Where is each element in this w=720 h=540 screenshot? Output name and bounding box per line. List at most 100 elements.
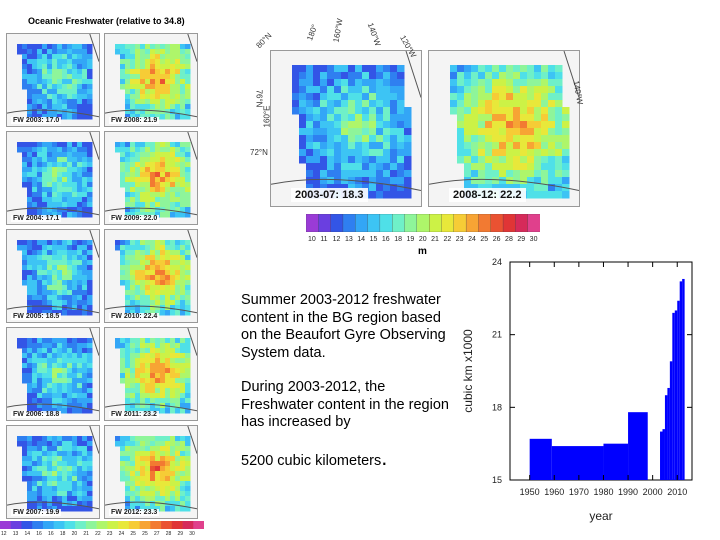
- heatmap-cell: [485, 177, 493, 185]
- heatmap-cell: [130, 466, 136, 472]
- heatmap-cell: [130, 491, 136, 497]
- heatmap-cell: [135, 94, 141, 100]
- heatmap-cell: [57, 285, 63, 291]
- heatmap-cell: [72, 280, 78, 286]
- heatmap-cell: [82, 373, 88, 379]
- heatmap-cell: [17, 343, 23, 349]
- heatmap-cell: [327, 142, 335, 150]
- heatmap-cell: [135, 104, 141, 110]
- heatmap-cell: [160, 182, 166, 188]
- heatmap-cell: [32, 358, 38, 364]
- heatmap-cell: [170, 212, 176, 218]
- heatmap-cell: [492, 128, 500, 136]
- heatmap-cell: [32, 94, 38, 100]
- heatmap-cell: [313, 184, 321, 192]
- heatmap-cell: [67, 202, 73, 208]
- heatmap-cell: [170, 109, 176, 115]
- heatmap-cell: [170, 446, 176, 452]
- heatmap-cell: [155, 89, 161, 95]
- heatmap-cell: [348, 142, 356, 150]
- heatmap-cell: [145, 64, 151, 70]
- heatmap-cell: [120, 368, 126, 374]
- heatmap-cell: [32, 353, 38, 359]
- heatmap-cell: [320, 121, 328, 129]
- heatmap-cell: [170, 142, 176, 148]
- lat-label-72n: 72°N: [250, 148, 268, 157]
- heatmap-cell: [334, 79, 342, 87]
- heatmap-cell: [42, 358, 48, 364]
- heatmap-cell: [42, 275, 48, 281]
- heatmap-cell: [82, 49, 88, 55]
- heatmap-cell: [77, 491, 83, 497]
- heatmap-cell: [334, 184, 342, 192]
- heatmap-cell: [57, 59, 63, 65]
- heatmap-cell: [492, 100, 500, 108]
- heatmap-cell: [87, 403, 93, 409]
- heatmap-cell: [120, 476, 126, 482]
- colorbar-tick-label: 22: [443, 236, 452, 243]
- heatmap-cell: [534, 86, 542, 94]
- heatmap-cell: [72, 436, 78, 442]
- heatmap-cell: [57, 481, 63, 487]
- heatmap-cell: [27, 157, 33, 163]
- heatmap-cell: [160, 260, 166, 266]
- heatmap-cell: [82, 270, 88, 276]
- heatmap-cell: [67, 300, 73, 306]
- heatmap-cell: [292, 72, 300, 80]
- heatmap-cell: [130, 403, 136, 409]
- heatmap-cell: [485, 114, 493, 122]
- heatmap-cell: [57, 290, 63, 296]
- heatmap-cell: [140, 270, 146, 276]
- heatmap-cell: [165, 408, 171, 414]
- heatmap-cell: [37, 197, 43, 203]
- heatmap-cell: [47, 182, 53, 188]
- heatmap-cell: [67, 456, 73, 462]
- heatmap-cell: [513, 86, 521, 94]
- heatmap-cell: [125, 476, 131, 482]
- heatmap-cell: [72, 162, 78, 168]
- heatmap-cell: [165, 152, 171, 158]
- heatmap-cell: [77, 290, 83, 296]
- heatmap-cell: [47, 79, 53, 85]
- heatmap-cell: [77, 378, 83, 384]
- heatmap-cell: [150, 378, 156, 384]
- heatmap-cell: [32, 446, 38, 452]
- heatmap-cell: [47, 192, 53, 198]
- small-colorbar-swatch: [64, 521, 76, 529]
- heatmap-cell: [130, 305, 136, 311]
- heatmap-cell: [320, 149, 328, 157]
- heatmap-cell: [150, 466, 156, 472]
- heatmap-cell: [77, 280, 83, 286]
- heatmap-cell: [62, 491, 68, 497]
- x-tick-label: 1990: [618, 487, 638, 497]
- small-map-label: FW 2004: 17.1: [11, 215, 62, 222]
- small-map-panel: FW 2010: 22.4: [104, 229, 198, 323]
- heatmap-cell: [32, 177, 38, 183]
- heatmap-cell: [180, 451, 186, 457]
- heatmap-cell: [185, 373, 191, 379]
- heatmap-cell: [175, 481, 181, 487]
- heatmap-cell: [130, 383, 136, 389]
- heatmap-cell: [541, 128, 549, 136]
- heatmap-cell: [327, 72, 335, 80]
- heatmap-cell: [32, 69, 38, 75]
- heatmap-cell: [150, 368, 156, 374]
- heatmap-cell: [150, 486, 156, 492]
- heatmap-cell: [327, 65, 335, 73]
- colorbar-tick-label: 13: [344, 236, 353, 243]
- heatmap-cell: [62, 114, 68, 120]
- heatmap-cell: [37, 373, 43, 379]
- heatmap-cell: [185, 84, 191, 90]
- heatmap-cell: [72, 260, 78, 266]
- heatmap-cell: [145, 383, 151, 389]
- heatmap-cell: [67, 343, 73, 349]
- heatmap-cell: [180, 142, 186, 148]
- heatmap-cell: [42, 212, 48, 218]
- heatmap-cell: [130, 358, 136, 364]
- heatmap-cell: [313, 107, 321, 115]
- heatmap-cell: [82, 486, 88, 492]
- heatmap-cell: [150, 172, 156, 178]
- heatmap-cell: [57, 353, 63, 359]
- heatmap-cell: [120, 338, 126, 344]
- heatmap-cell: [471, 177, 479, 185]
